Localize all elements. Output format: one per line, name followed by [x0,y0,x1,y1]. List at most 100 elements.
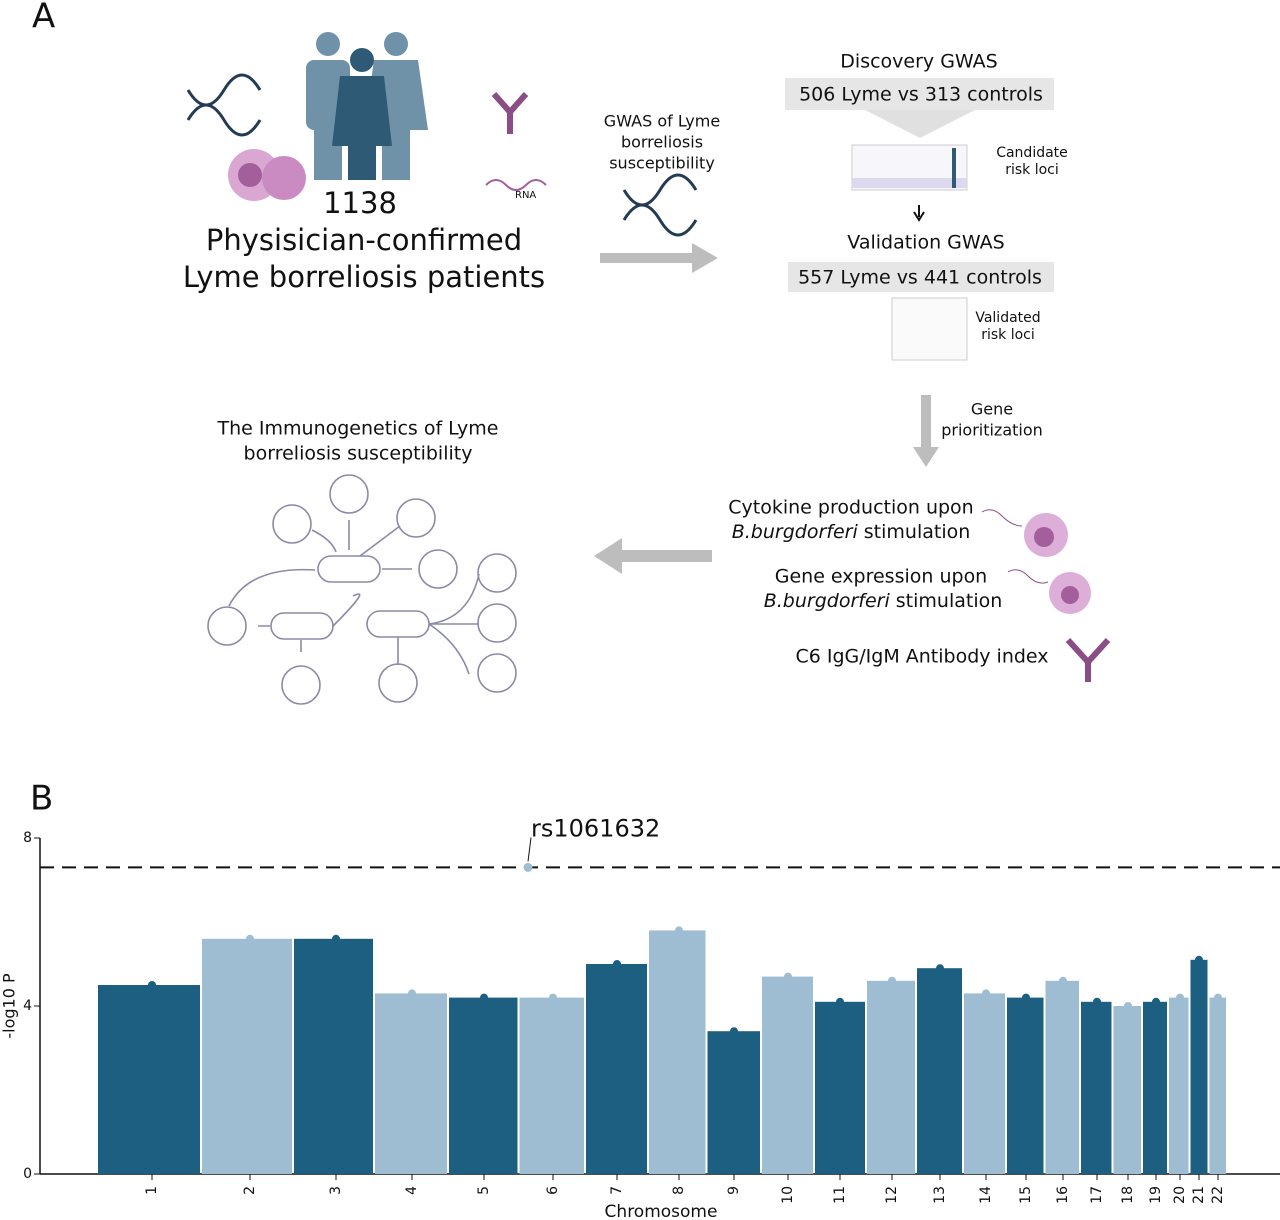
arrow [594,538,712,574]
discovery-title: Discovery GWAS [840,51,997,73]
peak-point [1059,976,1067,985]
discovery-box: 506 Lyme vs 313 controls [799,84,1043,106]
people-icon [306,32,428,180]
chromosome-points [586,964,647,1174]
peak-point [982,989,990,998]
cell-icon [228,149,306,201]
x-tick-label: 21 [1191,1186,1207,1204]
chromosome-points [1045,980,1079,1174]
peak-point [1195,955,1203,964]
peak-point [936,964,944,973]
network-title: The Immunogenetics of Lyme [217,418,499,440]
rna-icon [485,179,547,191]
x-axis-label: Chromosome [605,1202,718,1220]
mini-plot [851,144,968,191]
x-tick-label: 16 [1055,1186,1071,1204]
x-tick-label: 20 [1172,1186,1188,1204]
species: B.burgdorferi [732,521,859,543]
chromosome-points [649,930,706,1174]
leader-line [527,837,532,862]
x-tick-label: 18 [1120,1186,1136,1204]
peak-point [480,993,488,1002]
network-diagram [207,474,517,705]
chromosome-points [375,993,447,1174]
readout: B.burgdorferi stimulation [732,521,971,543]
chromosome-points [707,1031,760,1174]
peak-point [836,997,844,1006]
chromosome-points [1113,1006,1141,1174]
chromosome-points [917,968,962,1174]
peak-point [1214,993,1222,1002]
x-tick-label: 10 [780,1186,796,1204]
x-tick-label: 11 [832,1186,848,1204]
peak-point [549,993,557,1002]
note: Validated [975,310,1040,326]
peak-point [784,972,792,981]
rna-label: RNA [515,190,536,201]
peak-point [332,934,340,943]
chromosome-points [762,976,813,1174]
chromosome-points [1190,959,1208,1174]
dna-icon [186,73,698,237]
readout-rest: stimulation [896,590,1003,612]
chromosome-points [294,938,373,1174]
x-tick-label: 9 [726,1186,742,1195]
chromosome-points [867,980,915,1174]
peak-point [1022,993,1030,1002]
funnel [865,110,975,138]
peak-point [1093,997,1101,1006]
note: risk loci [981,327,1035,343]
readout-rest: stimulation [864,521,971,543]
y-axis-label: -log10 P [0,973,19,1039]
peak-point [246,934,254,943]
patient-text: Lyme borreliosis patients [183,260,545,294]
mini-plot [891,297,968,361]
panel-label: B [30,779,53,819]
cell-icon [981,509,1091,614]
chromosome-points [519,997,584,1174]
peak-point [1124,1002,1132,1010]
x-tick-label: 14 [978,1186,994,1204]
peak-point [408,989,416,998]
arrow [913,205,925,222]
step-text: GWAS of Lyme [604,112,720,131]
network-title: borreliosis susceptibility [244,443,473,465]
y-tick-label: 4 [23,998,32,1014]
step-text: prioritization [941,421,1043,440]
arrow [600,243,718,273]
chromosome-points [449,997,518,1174]
x-tick-label: 13 [932,1186,948,1204]
peak-point [1176,993,1184,1002]
step-text: Gene [971,400,1013,419]
peak-point [675,926,683,935]
readout: B.burgdorferi stimulation [764,590,1003,612]
chromosome-points [1143,1001,1167,1174]
x-tick-label: 19 [1148,1186,1164,1204]
chromosome-points [1169,997,1189,1174]
peak-point [888,976,896,985]
arrow [913,395,939,467]
chromosome-points [964,993,1005,1174]
x-tick-label: 12 [884,1186,900,1204]
readout: Gene expression upon [775,566,987,588]
x-tick-label: 15 [1018,1186,1034,1204]
y-tick-label: 8 [23,830,32,846]
y-tick-label: 0 [23,1166,32,1182]
chromosome-points [1209,997,1226,1174]
note: risk loci [1005,162,1059,178]
x-tick-label: 4 [404,1186,420,1195]
x-tick-label: 17 [1089,1186,1105,1204]
panel-label: A [32,0,55,37]
chromosome-points [1007,997,1044,1174]
chromosome-points [202,938,292,1174]
chromosome-points [815,1001,865,1174]
note: Candidate [996,145,1068,161]
x-tick-label: 8 [671,1186,687,1195]
hit-point [523,862,533,872]
chromosome-points [98,985,200,1174]
patient-text: Physisician-confirmed [206,223,522,257]
x-tick-label: 2 [242,1186,258,1195]
x-tick-label: 22 [1210,1186,1226,1204]
species: B.burgdorferi [764,590,891,612]
